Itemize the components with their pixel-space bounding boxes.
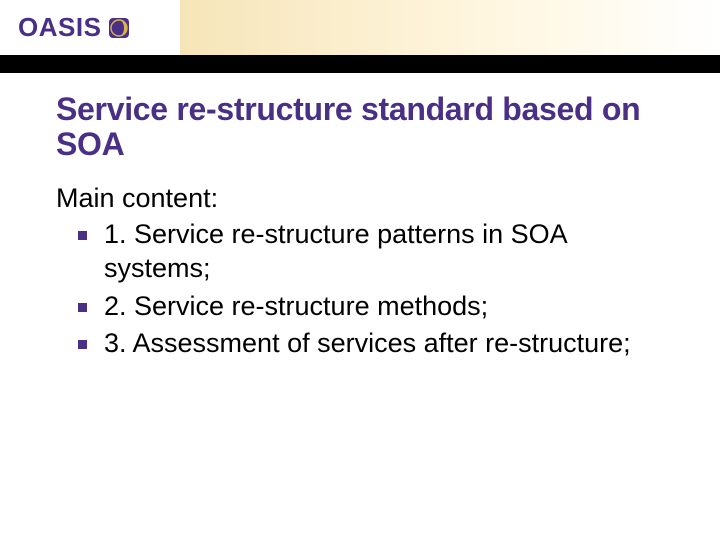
bullet-list: 1. Service re-structure patterns in SOA … — [56, 218, 680, 361]
bullet-square-icon — [78, 231, 87, 240]
header-band-left: OASIS — [0, 0, 180, 55]
bullet-text: 1. Service re-structure patterns in SOA … — [104, 219, 566, 283]
slide: OASIS Service re-structure standard base… — [0, 0, 720, 540]
list-item: 2. Service re-structure methods; — [56, 290, 680, 324]
list-item: 3. Assessment of services after re-struc… — [56, 327, 680, 361]
bullet-text: 2. Service re-structure methods; — [104, 291, 488, 321]
main-content-label: Main content: — [56, 183, 680, 214]
bullet-square-icon — [78, 340, 87, 349]
header-black-bar — [0, 55, 720, 73]
bullet-text: 3. Assessment of services after re-struc… — [104, 328, 631, 358]
oasis-logo: OASIS — [18, 12, 131, 43]
slide-title: Service re-structure standard based on S… — [56, 92, 680, 161]
logo-mark-icon — [107, 16, 131, 40]
header-band: OASIS — [0, 0, 720, 55]
logo-text: OASIS — [18, 12, 101, 43]
bullet-square-icon — [78, 303, 87, 312]
header-band-gradient — [180, 0, 720, 55]
slide-content: Service re-structure standard based on S… — [56, 92, 680, 365]
list-item: 1. Service re-structure patterns in SOA … — [56, 218, 680, 286]
